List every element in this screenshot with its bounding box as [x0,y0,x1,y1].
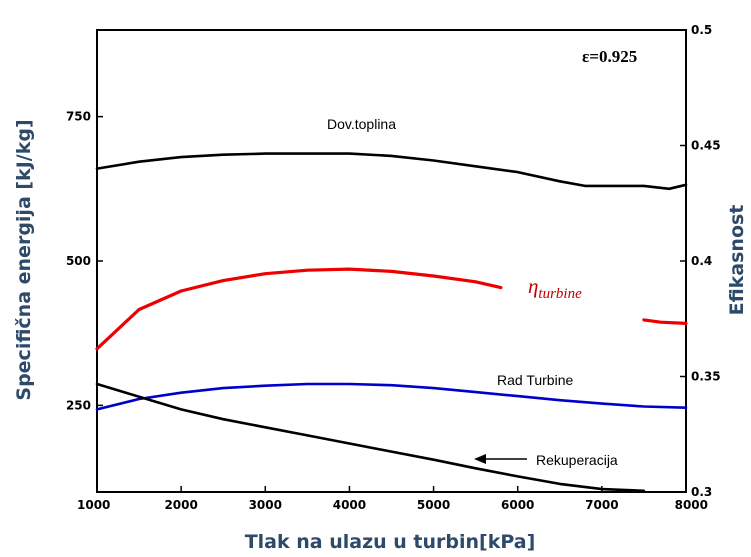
right-y-axis-title: Efikasnost [726,205,748,316]
epsilon-label: ε=0.925 [582,47,637,66]
right-y-tick-label: 0.35 [691,370,721,384]
left-y-tick-label: 250 [66,398,91,412]
series-layer [95,152,688,493]
rekuperacija-arrow-head [474,454,486,464]
x-tick-label: 2000 [164,498,197,512]
series-line-turbine-segment-1 [95,267,503,351]
left-y-tick-label: 750 [66,110,91,124]
plot-frame [96,29,687,493]
left-y-axis-title: Specifična energija [kJ/kg] [13,119,35,400]
x-tick-label: 7000 [585,498,618,512]
x-axis-title: Tlak na ulazu u turbin[kPa] [245,531,536,553]
right-y-axis-ticks: 0.3 0.35 0.4 0.45 0.5 [680,23,721,499]
x-tick-label: 6000 [501,498,534,512]
x-tick-label: 4000 [333,498,366,512]
left-y-tick-label: 500 [66,254,91,268]
left-y-axis-ticks: 250 500 750 [66,110,103,412]
series-line-turbine-segment-2 [642,318,688,325]
eta-symbol: η [528,274,538,298]
x-tick-label: 5000 [417,498,450,512]
series-line-rad-turbine [95,382,688,411]
series-line-rekuperacija [95,382,646,493]
right-y-tick-label: 0.5 [691,23,712,37]
right-y-tick-label: 0.4 [691,254,712,268]
right-y-tick-label: 0.3 [691,485,712,499]
x-tick-label: 8000 [675,498,708,512]
series-label-rekuperacija: Rekuperacija [536,452,618,468]
eta-subscript: turbine [538,286,582,302]
x-tick-label: 1000 [77,498,110,512]
x-axis-ticks: 1000 2000 3000 4000 5000 6000 7000 8000 [77,486,708,512]
series-line-dov-toplina [95,152,688,191]
x-tick-label: 3000 [249,498,282,512]
series-label-eta: ηturbine [528,274,582,302]
right-y-tick-label: 0.45 [691,139,721,153]
series-label-rad-turbine: Rad Turbine [497,372,573,388]
series-label-dov-toplina: Dov.toplina [327,116,396,132]
